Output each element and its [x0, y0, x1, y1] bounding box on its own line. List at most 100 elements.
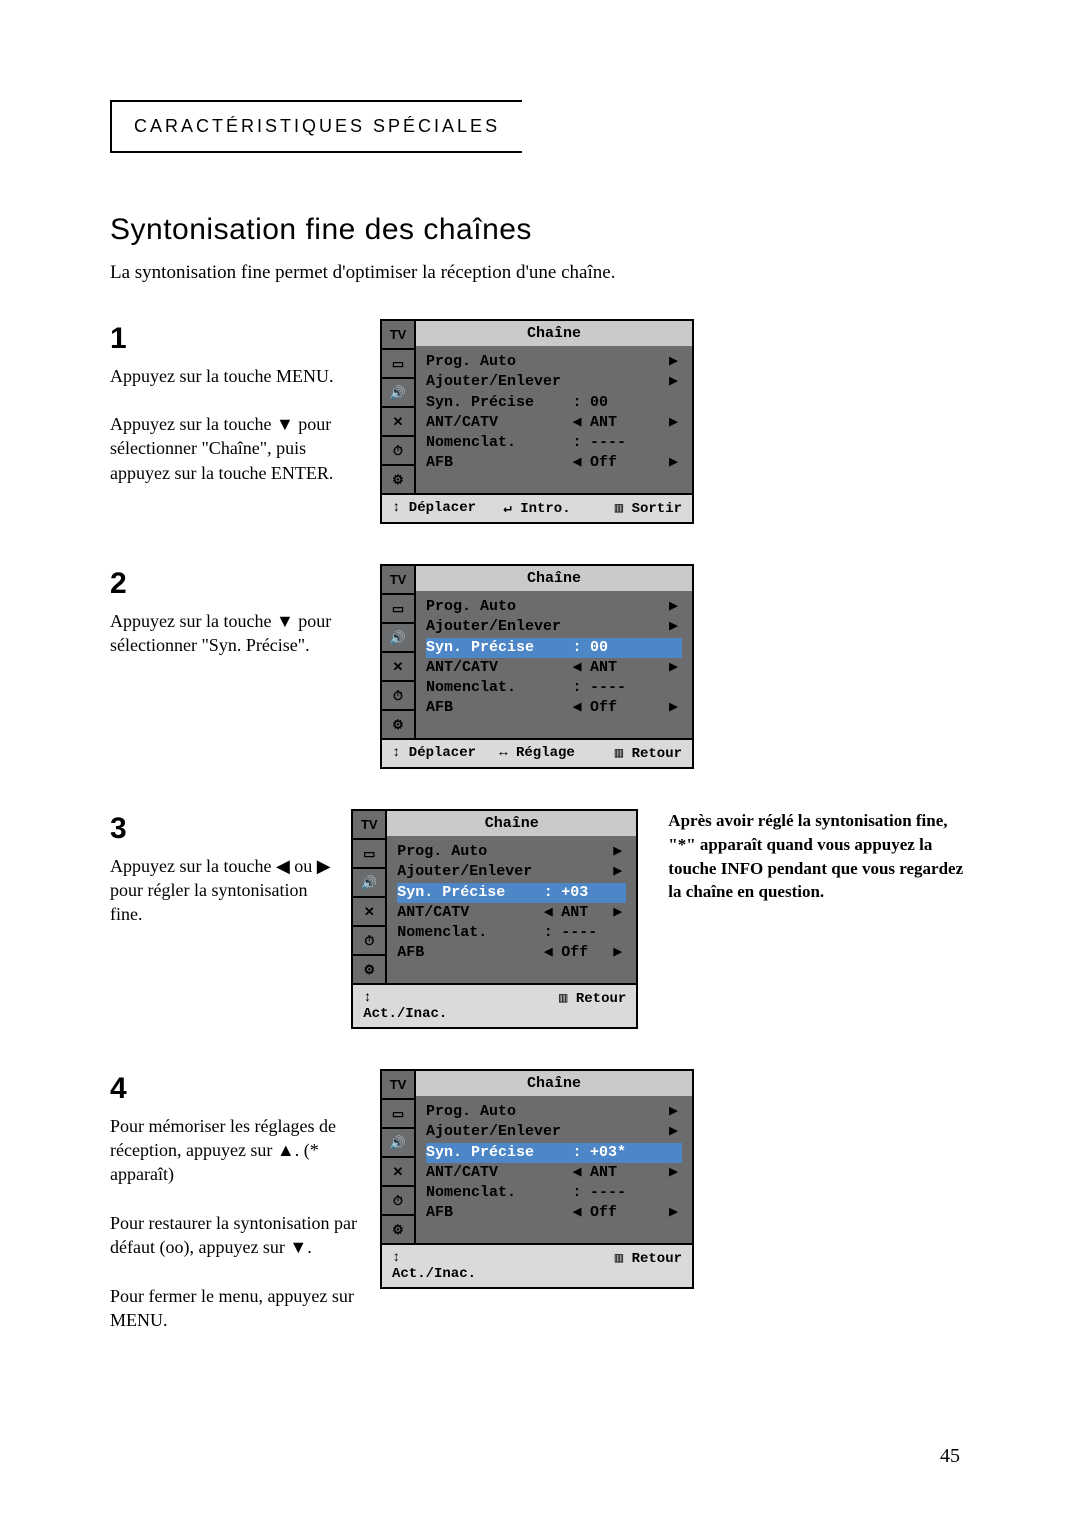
osd-row-label: Syn. Précise: [397, 883, 535, 903]
osd-row-label: Syn. Précise: [426, 638, 564, 658]
osd-sidebar-icon: ▭: [382, 350, 416, 379]
osd-footer-center: [451, 990, 539, 1022]
osd-sidebar-icon: ▭: [382, 595, 416, 624]
osd-sidebar-icon: ⚙: [382, 1216, 416, 1243]
osd-sidebar-icon: ✕: [353, 898, 387, 927]
osd-row-value: +03*: [590, 1143, 642, 1163]
osd-sidebar-icon: ✕: [382, 653, 416, 682]
osd-footer-right: ▥ Sortir: [585, 500, 682, 517]
osd-row-value: ANT: [590, 413, 642, 433]
osd-row-mid: :: [564, 1183, 590, 1203]
osd-row-label: ANT/CATV: [397, 903, 535, 923]
osd-row-mid: :: [564, 638, 590, 658]
osd-row-arrow: ▶: [642, 413, 682, 433]
osd-row-arrow: ▶: [642, 372, 682, 392]
osd-row-arrow: ▶: [613, 862, 626, 882]
osd-row-arrow: ▶: [642, 698, 682, 718]
osd-row-mid: ◀: [564, 413, 590, 433]
osd-menu-row: Ajouter/Enlever▶: [426, 1122, 682, 1142]
osd-sidebar-icon: 🔊: [382, 379, 416, 408]
osd-row-mid: ◀: [535, 943, 561, 963]
step-line: Pour restaurer la syntonisation par défa…: [110, 1211, 365, 1260]
osd-menu-row: ANT/CATV◀ANT▶: [426, 413, 682, 433]
osd-row-label: Prog. Auto: [426, 352, 564, 372]
osd-menu-row: Ajouter/Enlever▶: [426, 617, 682, 637]
osd-menu-row: Ajouter/Enlever▶: [397, 862, 626, 882]
osd-row-mid: ◀: [535, 903, 561, 923]
step-line: Appuyez sur la touche ▼ pour sélectionne…: [110, 412, 365, 485]
osd-row-mid: :: [564, 1143, 590, 1163]
step-number: 3: [110, 809, 336, 850]
osd-title: Chaîne: [416, 566, 692, 591]
step-line: Appuyez sur la touche ▼ pour sélectionne…: [110, 609, 365, 658]
osd-row-mid: :: [535, 883, 561, 903]
osd-row-mid: :: [535, 923, 561, 943]
osd-footer-right: ▥ Retour: [539, 990, 627, 1022]
step-line: [110, 388, 365, 412]
osd-menu-row: ANT/CATV◀ANT▶: [426, 658, 682, 678]
osd-sidebar-icon: ⚙: [382, 466, 416, 493]
osd-row-arrow: ▶: [613, 943, 626, 963]
step-row: 3Appuyez sur la touche ◀ ou ▶ pour régle…: [110, 809, 970, 1029]
osd-footer: ↕ Déplacer↵ Intro.▥ Sortir: [382, 493, 692, 522]
page-number: 45: [940, 1445, 960, 1468]
osd-sidebar-icon: ✕: [382, 1158, 416, 1187]
osd-row-label: ANT/CATV: [426, 413, 564, 433]
osd-row-label: AFB: [426, 698, 564, 718]
osd-row-value: Off: [590, 698, 642, 718]
osd-row-value: ----: [590, 433, 642, 453]
osd-row-label: Ajouter/Enlever: [426, 372, 564, 392]
osd-row-arrow: ▶: [642, 453, 682, 473]
osd-sidebar-icon: ✕: [382, 408, 416, 437]
osd-sidebar-icon: ▭: [353, 840, 387, 869]
osd-sidebar-icon: 🔊: [382, 624, 416, 653]
osd-menu-row: Syn. Précise:+03: [397, 883, 626, 903]
osd-row-label: Nomenclat.: [426, 1183, 564, 1203]
side-note: Après avoir réglé la syntonisation fine,…: [668, 809, 970, 904]
osd-row-mid: ◀: [564, 1163, 590, 1183]
osd-sidebar-icon: TV: [382, 566, 416, 595]
osd-row-arrow: ▶: [642, 352, 682, 372]
osd-row-arrow: ▶: [642, 597, 682, 617]
osd-row-label: AFB: [426, 453, 564, 473]
osd-menu-row: Prog. Auto▶: [397, 842, 626, 862]
osd-footer-left: ↕ Déplacer: [392, 745, 489, 762]
osd-row-value: Off: [561, 943, 613, 963]
osd-footer-right: ▥ Retour: [585, 1250, 682, 1282]
osd-menu: TV▭🔊✕⏱⚙ChaîneProg. Auto▶Ajouter/Enlever▶…: [351, 809, 638, 1029]
osd-row-label: AFB: [426, 1203, 564, 1223]
step-text: 3Appuyez sur la touche ◀ ou ▶ pour régle…: [110, 809, 351, 926]
osd-row-label: Ajouter/Enlever: [426, 617, 564, 637]
osd-row-value: ----: [590, 1183, 642, 1203]
osd-row-mid: :: [564, 678, 590, 698]
osd-row-label: Syn. Précise: [426, 1143, 564, 1163]
osd-row-label: Nomenclat.: [426, 678, 564, 698]
osd-row-mid: ◀: [564, 698, 590, 718]
osd-footer: ↕ Act./Inac.▥ Retour: [382, 1243, 692, 1287]
osd-sidebar-icon: 🔊: [382, 1129, 416, 1158]
osd-menu: TV▭🔊✕⏱⚙ChaîneProg. Auto▶Ajouter/Enlever▶…: [380, 564, 694, 769]
osd-title: Chaîne: [416, 321, 692, 346]
osd-row-label: Prog. Auto: [426, 1102, 564, 1122]
osd-menu-row: Prog. Auto▶: [426, 1102, 682, 1122]
osd-menu-row: Prog. Auto ▶: [426, 352, 682, 372]
osd-menu-row: Nomenclat.:----: [426, 1183, 682, 1203]
side-note-text: Après avoir réglé la syntonisation fine,…: [668, 811, 963, 901]
osd-footer-center: ↵ Intro.: [489, 500, 586, 517]
osd-row-arrow: ▶: [642, 1122, 682, 1142]
osd-row-mid: ◀: [564, 658, 590, 678]
osd-row-value: +03: [561, 883, 613, 903]
osd-row-label: Prog. Auto: [426, 597, 564, 617]
step-line: Pour fermer le menu, appuyez sur MENU.: [110, 1284, 365, 1333]
osd-sidebar-icon: ▭: [382, 1100, 416, 1129]
step-number: 2: [110, 564, 365, 605]
osd-row-mid: :: [564, 433, 590, 453]
osd-menu-row: Syn. Précise:00: [426, 393, 682, 413]
osd-footer-left: ↕ Act./Inac.: [363, 990, 451, 1022]
osd-menu-row: ANT/CATV◀ANT▶: [426, 1163, 682, 1183]
osd-sidebar-icon: ⏱: [353, 927, 387, 956]
osd-row-label: Prog. Auto: [397, 842, 535, 862]
osd-sidebar-icon: TV: [382, 1071, 416, 1100]
osd-sidebar-icon: ⏱: [382, 437, 416, 466]
osd-menu: TV▭🔊✕⏱⚙ChaîneProg. Auto▶Ajouter/Enlever▶…: [380, 319, 694, 524]
